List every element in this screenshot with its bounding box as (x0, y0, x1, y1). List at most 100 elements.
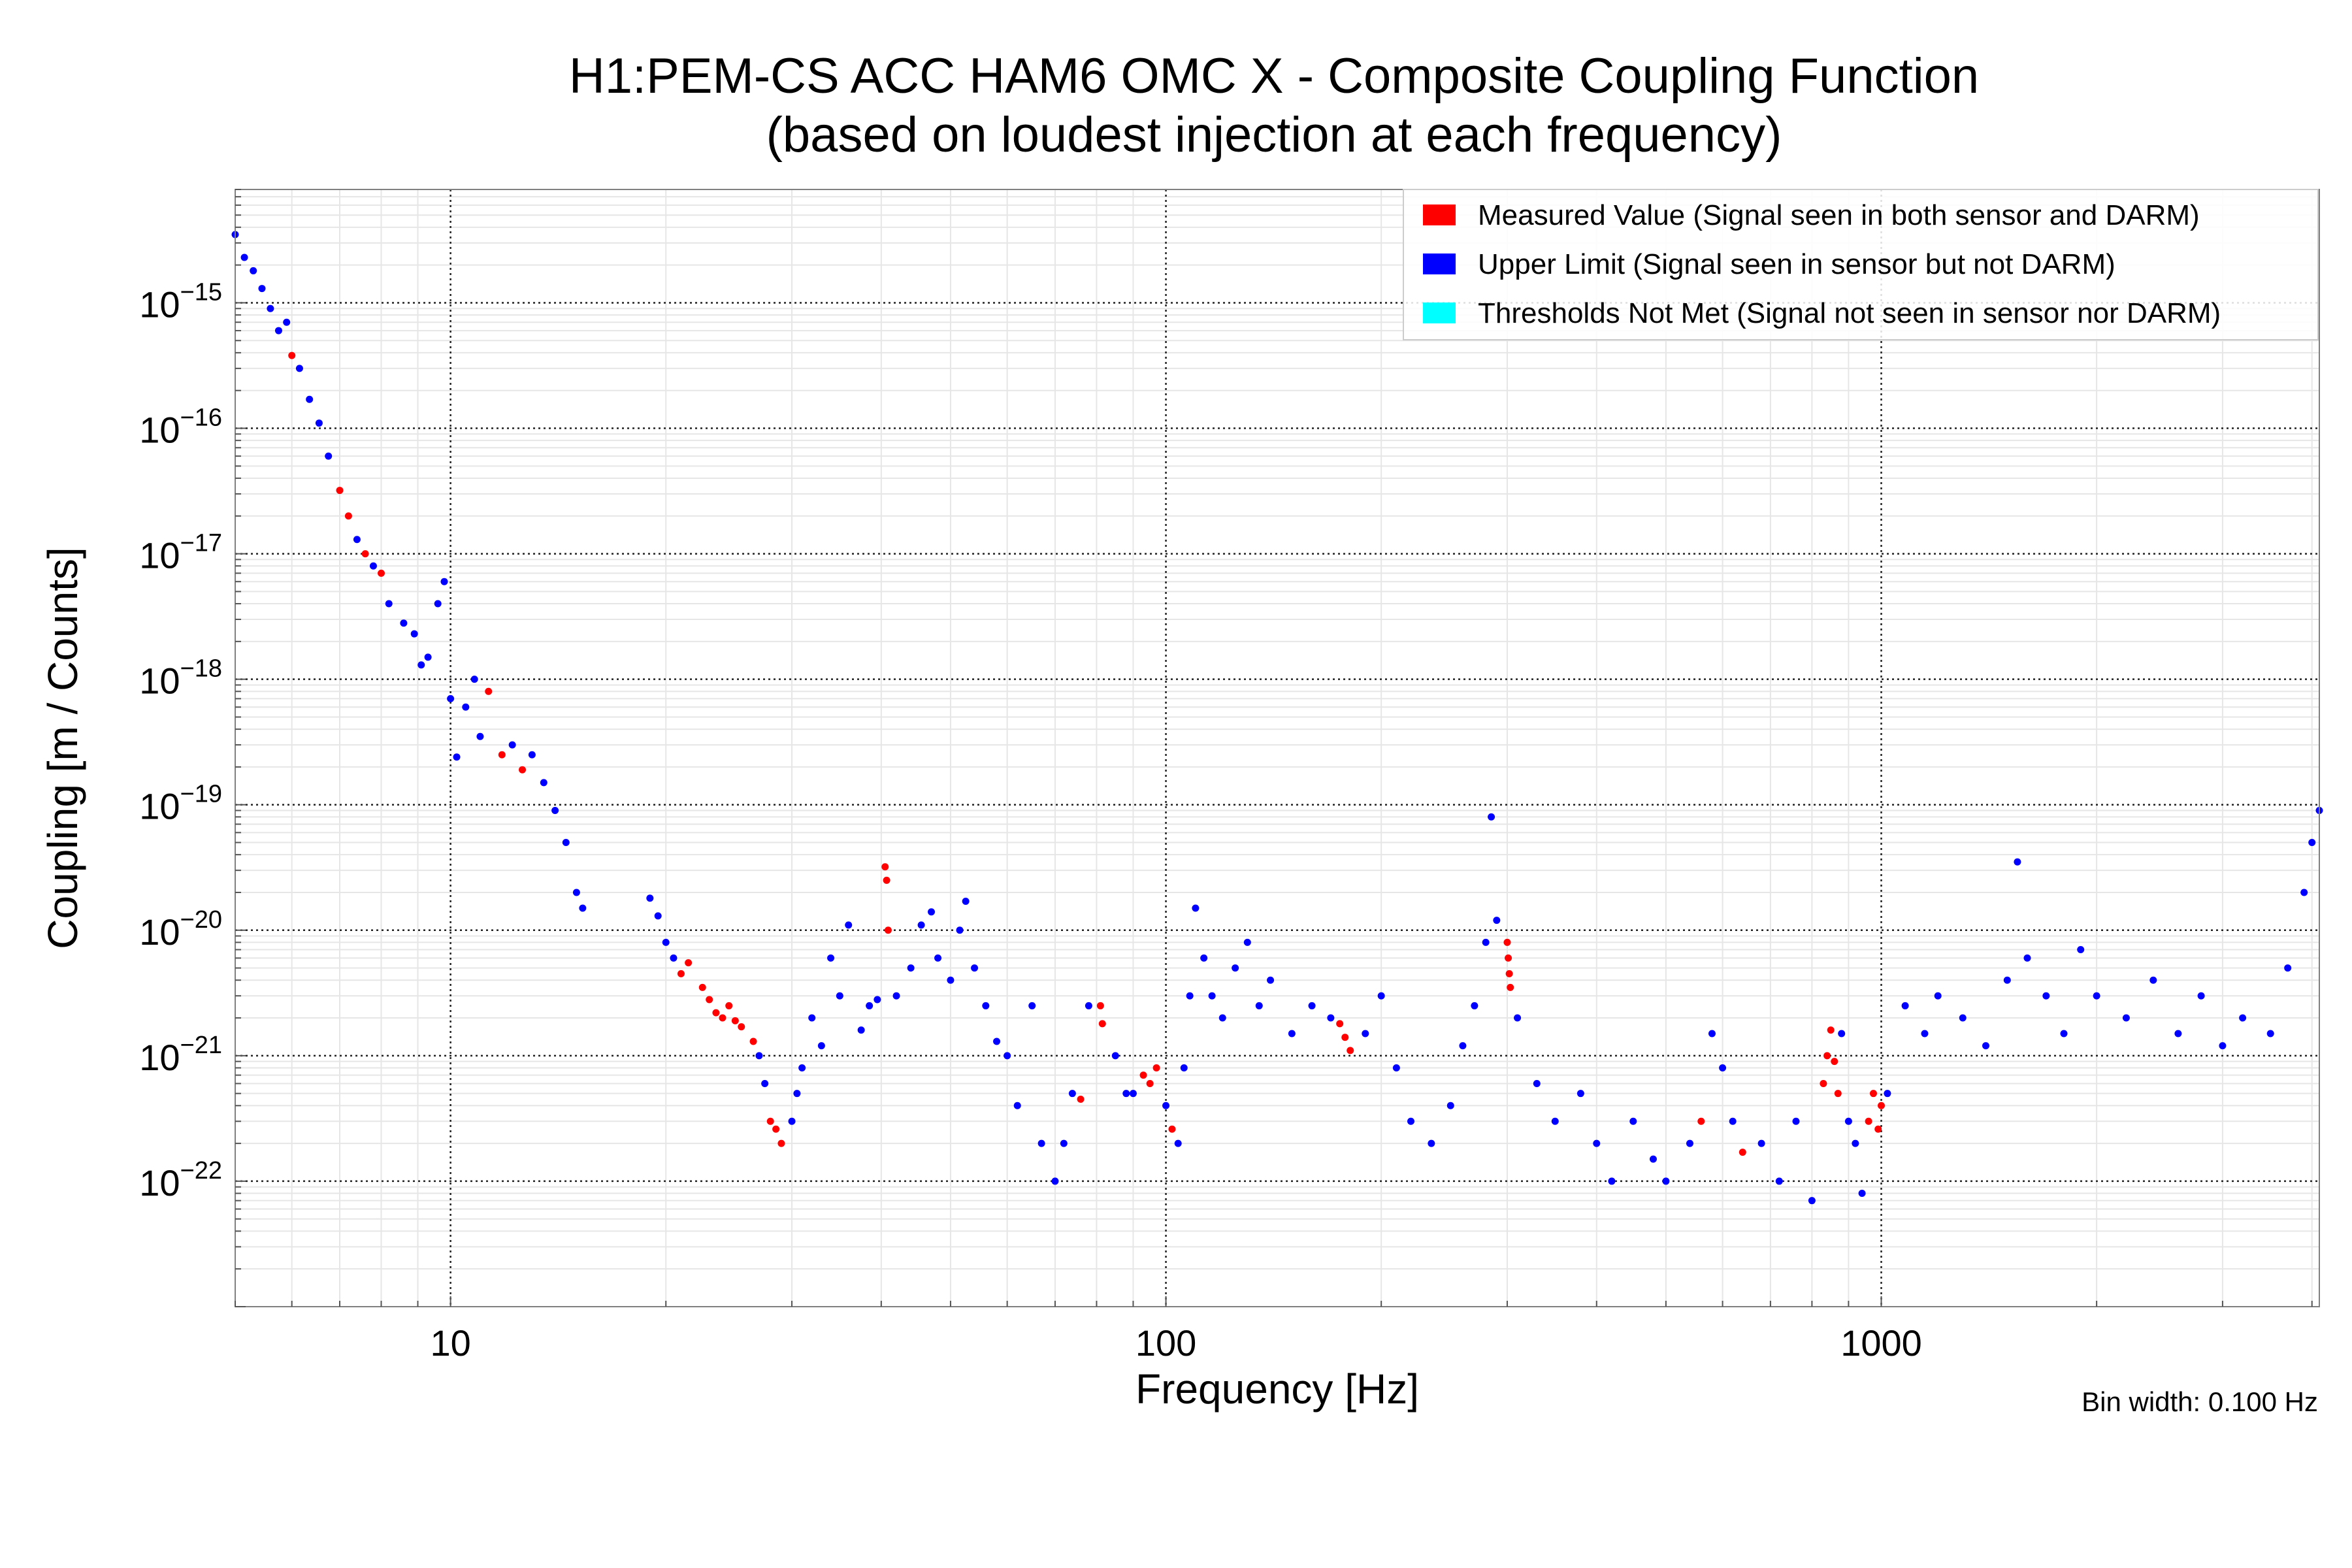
data-point (1844, 1117, 1852, 1125)
data-point (1085, 1002, 1092, 1009)
data-point (1901, 1002, 1909, 1009)
data-point (508, 741, 516, 749)
data-point (982, 1002, 990, 1009)
data-point (788, 1117, 796, 1125)
data-point (836, 992, 843, 1000)
data-point (551, 807, 559, 815)
data-point (1482, 938, 1490, 946)
data-point (579, 904, 587, 912)
major-gridlines (235, 189, 2319, 1307)
legend-label-upper-limit: Upper Limit (Signal seen in sensor but n… (1478, 248, 2115, 280)
data-point (2003, 976, 2011, 984)
data-point (288, 351, 296, 359)
data-point (1129, 1090, 1137, 1098)
data-point (2077, 946, 2085, 954)
data-point (719, 1014, 727, 1022)
data-point (1362, 1030, 1369, 1037)
data-point (712, 1009, 720, 1017)
data-point (325, 452, 333, 460)
legend-swatch-upper-limit (1423, 253, 1456, 274)
data-points (231, 231, 2323, 1205)
data-point (685, 959, 693, 967)
data-point (1503, 938, 1511, 946)
data-point (1959, 1014, 1967, 1022)
data-point (447, 694, 455, 702)
data-point (956, 926, 964, 934)
y-tick-label: 10−20 (139, 906, 222, 953)
data-point (1878, 1102, 1885, 1109)
data-point (1152, 1064, 1160, 1071)
plot-background (235, 189, 2319, 1307)
data-point (1551, 1117, 1559, 1125)
data-point (1775, 1177, 1783, 1185)
data-point (1507, 983, 1514, 991)
data-point (1255, 1002, 1263, 1009)
data-point (336, 487, 344, 495)
data-point (928, 908, 936, 916)
data-point (400, 619, 408, 627)
data-point (755, 1052, 763, 1060)
data-point (993, 1037, 1001, 1045)
data-point (1505, 970, 1513, 977)
data-point (369, 562, 377, 570)
data-point (884, 926, 892, 934)
data-point (2308, 839, 2316, 847)
data-point (476, 732, 484, 740)
data-point (1471, 1002, 1478, 1009)
data-point (2284, 964, 2292, 972)
x-axis-label: Frequency [Hz] (1135, 1365, 1419, 1413)
data-point (1336, 1020, 1344, 1028)
data-point (562, 839, 570, 847)
data-point (749, 1037, 757, 1045)
data-point (519, 766, 527, 774)
data-point (1593, 1139, 1601, 1147)
plot-frame (235, 189, 2320, 1307)
data-point (646, 894, 654, 902)
data-point (2266, 1030, 2274, 1037)
data-point (424, 653, 432, 661)
data-point (892, 992, 900, 1000)
data-point (274, 327, 282, 335)
data-point (2300, 889, 2308, 896)
data-point (1051, 1177, 1059, 1185)
data-point (1208, 992, 1216, 1000)
data-point (440, 578, 448, 585)
x-tick-label: 1000 (1840, 1322, 1922, 1364)
data-point (1708, 1030, 1716, 1037)
data-point (670, 954, 678, 962)
data-point (2197, 992, 2205, 1000)
data-point (1493, 917, 1501, 924)
data-point (1098, 1020, 1106, 1028)
data-point (962, 898, 970, 906)
data-point (883, 876, 890, 884)
data-point (1514, 1014, 1522, 1022)
data-point (528, 751, 536, 759)
data-point (2093, 992, 2100, 1000)
data-point (1200, 954, 1208, 962)
data-point (295, 365, 303, 372)
y-tick-label: 10−18 (139, 655, 222, 702)
data-point (1243, 938, 1251, 946)
data-point (1576, 1090, 1584, 1098)
data-point (1446, 1102, 1454, 1109)
data-point (2014, 858, 2021, 866)
data-point (1218, 1014, 1226, 1022)
data-point (772, 1125, 780, 1133)
data-point (1096, 1002, 1104, 1009)
y-axis-label: Coupling [m / Counts] (39, 547, 86, 949)
y-tick-label: 10−15 (139, 278, 222, 325)
data-point (417, 661, 425, 669)
data-point (1004, 1052, 1011, 1060)
data-point (240, 253, 248, 261)
data-point (344, 512, 352, 520)
data-point (1192, 904, 1200, 912)
data-point (1488, 813, 1495, 821)
data-point (258, 285, 266, 293)
data-point (1884, 1090, 1891, 1098)
data-point (798, 1064, 806, 1071)
data-point (1874, 1125, 1882, 1133)
data-point (1168, 1125, 1176, 1133)
data-point (1649, 1155, 1657, 1163)
data-point (845, 921, 853, 929)
